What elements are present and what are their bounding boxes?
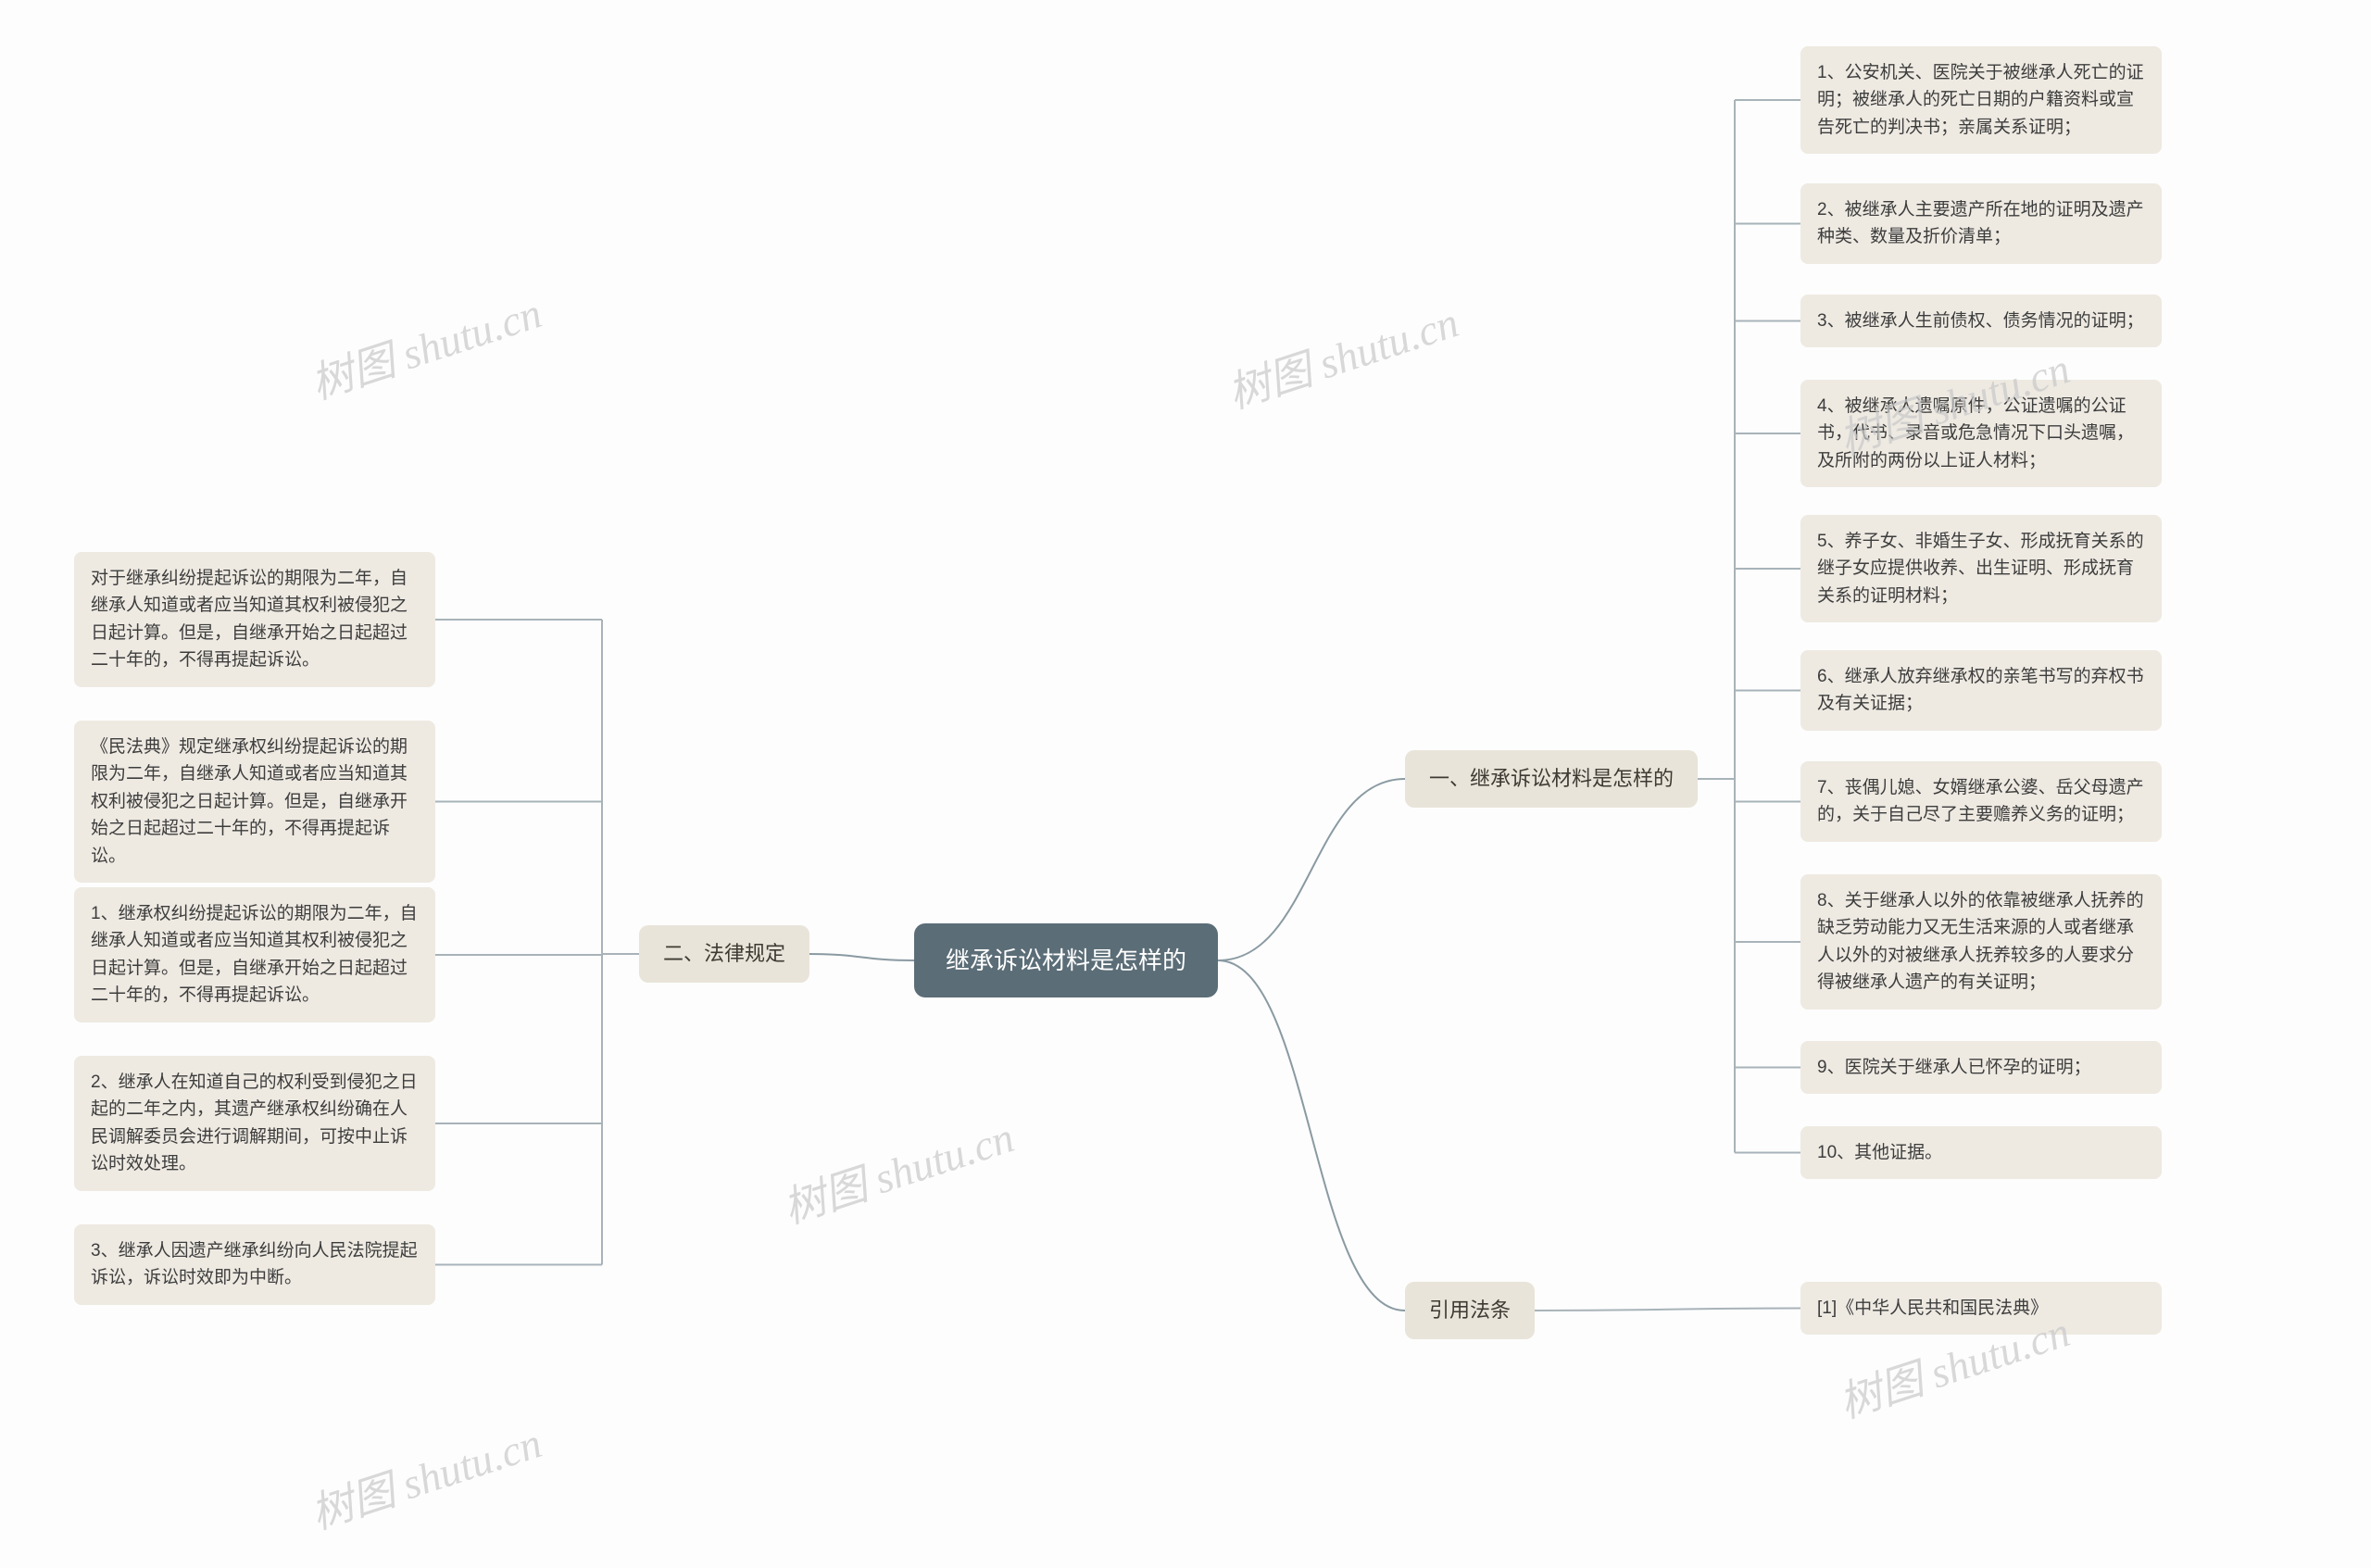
watermark: 树图 shutu.cn xyxy=(1219,289,1465,421)
leaf-node: 2、继承人在知道自己的权利受到侵犯之日起的二年之内，其遗产继承权纠纷确在人民调解… xyxy=(74,1056,435,1191)
branch-citations: 引用法条 xyxy=(1405,1282,1535,1339)
branch-laws: 二、法律规定 xyxy=(639,925,809,983)
watermark: 树图 shutu.cn xyxy=(774,1104,1021,1236)
leaf-node: 3、继承人因遗产继承纠纷向人民法院提起诉讼，诉讼时效即为中断。 xyxy=(74,1224,435,1305)
leaf-node: 1、公安机关、医院关于被继承人死亡的证明；被继承人的死亡日期的户籍资料或宣告死亡… xyxy=(1800,46,2162,154)
leaf-node: 9、医院关于继承人已怀孕的证明； xyxy=(1800,1041,2162,1094)
branch-materials: 一、继承诉讼材料是怎样的 xyxy=(1405,750,1698,808)
leaf-node: 5、养子女、非婚生子女、形成抚育关系的继子女应提供收养、出生证明、形成抚育关系的… xyxy=(1800,515,2162,622)
leaf-node: 8、关于继承人以外的依靠被继承人抚养的缺乏劳动能力又无生活来源的人或者继承人以外… xyxy=(1800,874,2162,1010)
leaf-node: 6、继承人放弃继承权的亲笔书写的弃权书及有关证据； xyxy=(1800,650,2162,731)
leaf-node: 1、继承权纠纷提起诉讼的期限为二年，自继承人知道或者应当知道其权利被侵犯之日起计… xyxy=(74,887,435,1022)
leaf-node: 2、被继承人主要遗产所在地的证明及遗产种类、数量及折价清单； xyxy=(1800,183,2162,264)
leaf-node: 对于继承纠纷提起诉讼的期限为二年，自继承人知道或者应当知道其权利被侵犯之日起计算… xyxy=(74,552,435,687)
leaf-node: 10、其他证据。 xyxy=(1800,1126,2162,1179)
leaf-node: 3、被继承人生前债权、债务情况的证明； xyxy=(1800,295,2162,347)
watermark: 树图 shutu.cn xyxy=(302,1410,548,1542)
root-node: 继承诉讼材料是怎样的 xyxy=(914,923,1218,997)
mindmap-canvas: 继承诉讼材料是怎样的 一、继承诉讼材料是怎样的 引用法条 二、法律规定 1、公安… xyxy=(0,0,2371,1568)
leaf-node: 4、被继承人遗嘱原件，公证遗嘱的公证书，代书、录音或危急情况下口头遗嘱，及所附的… xyxy=(1800,380,2162,487)
leaf-node: 《民法典》规定继承权纠纷提起诉讼的期限为二年，自继承人知道或者应当知道其权利被侵… xyxy=(74,721,435,883)
leaf-node: [1]《中华人民共和国民法典》 xyxy=(1800,1282,2162,1335)
leaf-node: 7、丧偶儿媳、女婿继承公婆、岳父母遗产的，关于自己尽了主要赡养义务的证明； xyxy=(1800,761,2162,842)
watermark: 树图 shutu.cn xyxy=(302,280,548,412)
